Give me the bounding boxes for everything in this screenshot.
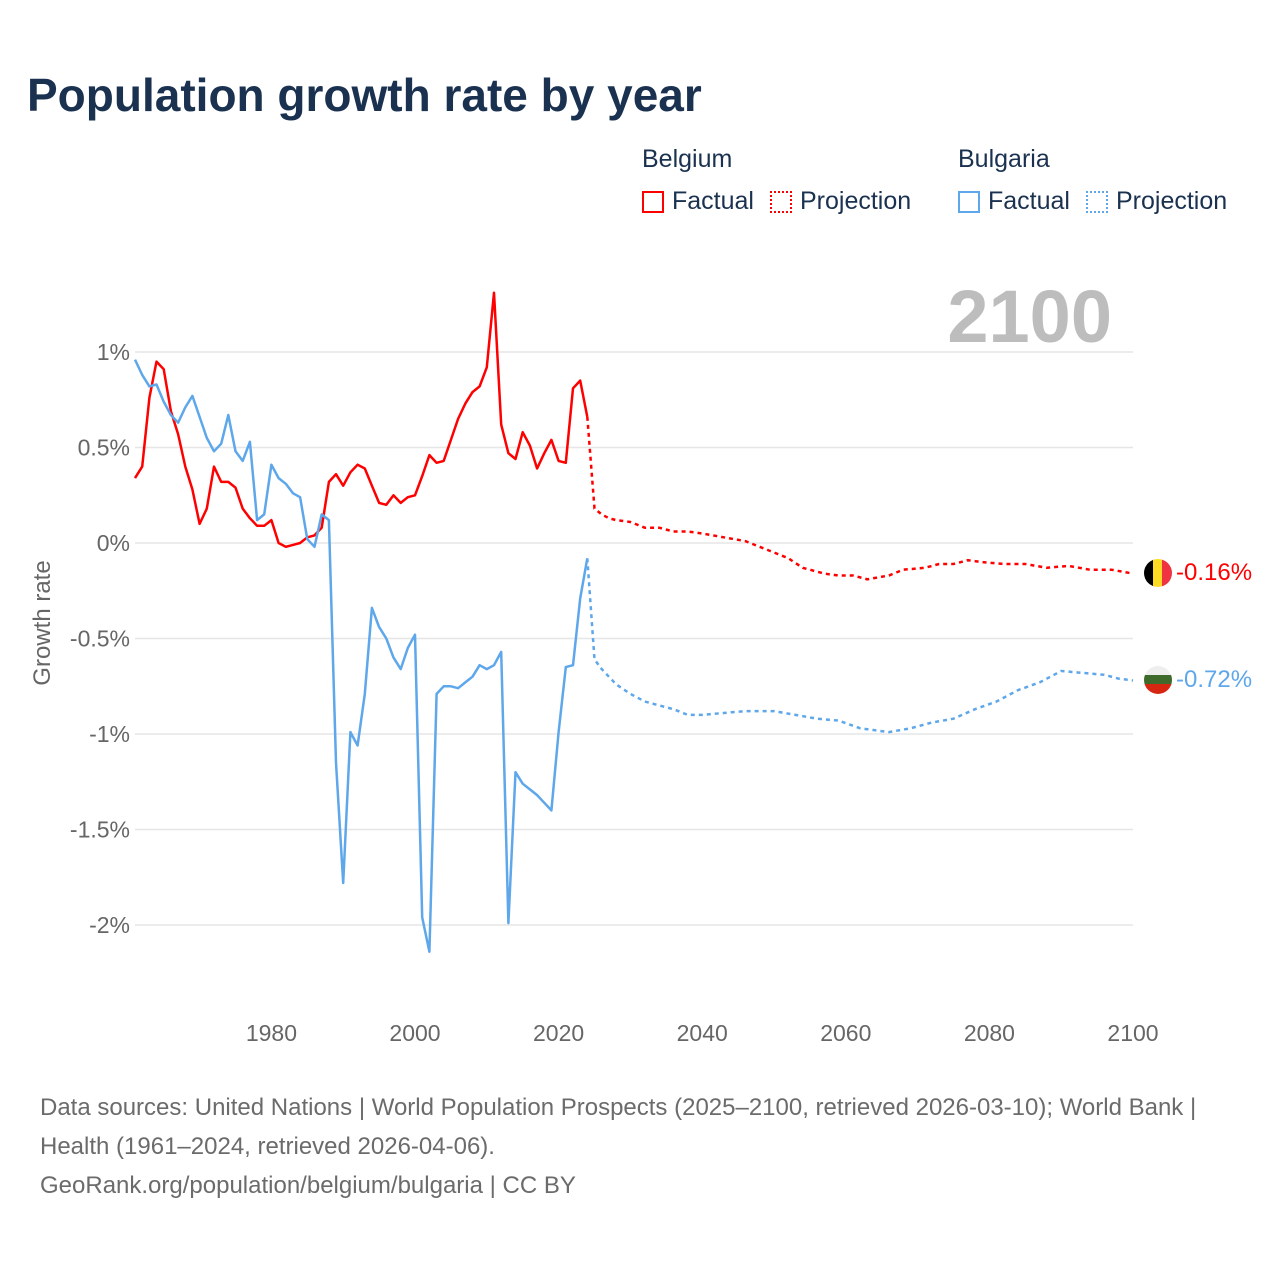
bulgaria-end-label: -0.72% bbox=[1176, 666, 1252, 693]
legend-projection-label: Projection bbox=[1115, 187, 1228, 215]
y-tick-label: 0% bbox=[97, 530, 130, 556]
bulgaria-flag-icon bbox=[1144, 666, 1172, 694]
bulgaria-projection-line bbox=[586, 558, 1134, 734]
y-tick-label: -2% bbox=[89, 912, 130, 938]
belgium-factual-line bbox=[133, 291, 589, 549]
x-tick-label: 2080 bbox=[964, 1020, 1015, 1046]
legend-factual-swatch bbox=[958, 190, 980, 213]
x-tick-label: 2060 bbox=[820, 1020, 871, 1046]
y-tick-label: -0.5% bbox=[70, 626, 130, 652]
belgium-projection-line bbox=[586, 416, 1134, 581]
legend-factual-label: Factual bbox=[988, 187, 1070, 215]
bulgaria-factual-line bbox=[133, 359, 589, 953]
x-tick-label: 2000 bbox=[389, 1020, 440, 1046]
footer: Data sources: United Nations | World Pop… bbox=[40, 1088, 1240, 1205]
legend-factual-swatch bbox=[642, 190, 664, 213]
chart-title: Population growth rate by year bbox=[27, 69, 702, 121]
legend-country-label: Belgium bbox=[642, 145, 733, 173]
data-sources-text: Data sources: United Nations | World Pop… bbox=[40, 1094, 1197, 1160]
legend-projection-label: Projection bbox=[799, 187, 912, 215]
legend-country-label: Bulgaria bbox=[958, 145, 1050, 173]
belgium-flag-icon bbox=[1144, 559, 1172, 587]
belgium-end-label: -0.16% bbox=[1176, 559, 1252, 586]
legend-factual-label: Factual bbox=[672, 187, 754, 215]
y-tick-label: -1.5% bbox=[70, 817, 130, 843]
legend-projection-swatch bbox=[769, 190, 792, 213]
y-tick-label: -1% bbox=[89, 721, 130, 747]
legend-projection-swatch bbox=[1085, 190, 1108, 213]
legend-bulgaria: Bulgaria Factual Projection bbox=[958, 145, 1243, 216]
x-tick-label: 2020 bbox=[533, 1020, 584, 1046]
y-tick-label: 1% bbox=[97, 339, 130, 365]
y-axis-label: Growth rate bbox=[29, 560, 56, 685]
legend-belgium: Belgium Factual Projection bbox=[642, 145, 927, 216]
x-tick-label: 1980 bbox=[246, 1020, 297, 1046]
current-year-label: 2100 bbox=[947, 275, 1112, 358]
x-tick-label: 2100 bbox=[1107, 1020, 1158, 1046]
x-tick-label: 2040 bbox=[677, 1020, 728, 1046]
source-link[interactable]: GeoRank.org/population/belgium/bulgaria … bbox=[40, 1172, 576, 1199]
y-tick-label: 0.5% bbox=[78, 435, 130, 461]
